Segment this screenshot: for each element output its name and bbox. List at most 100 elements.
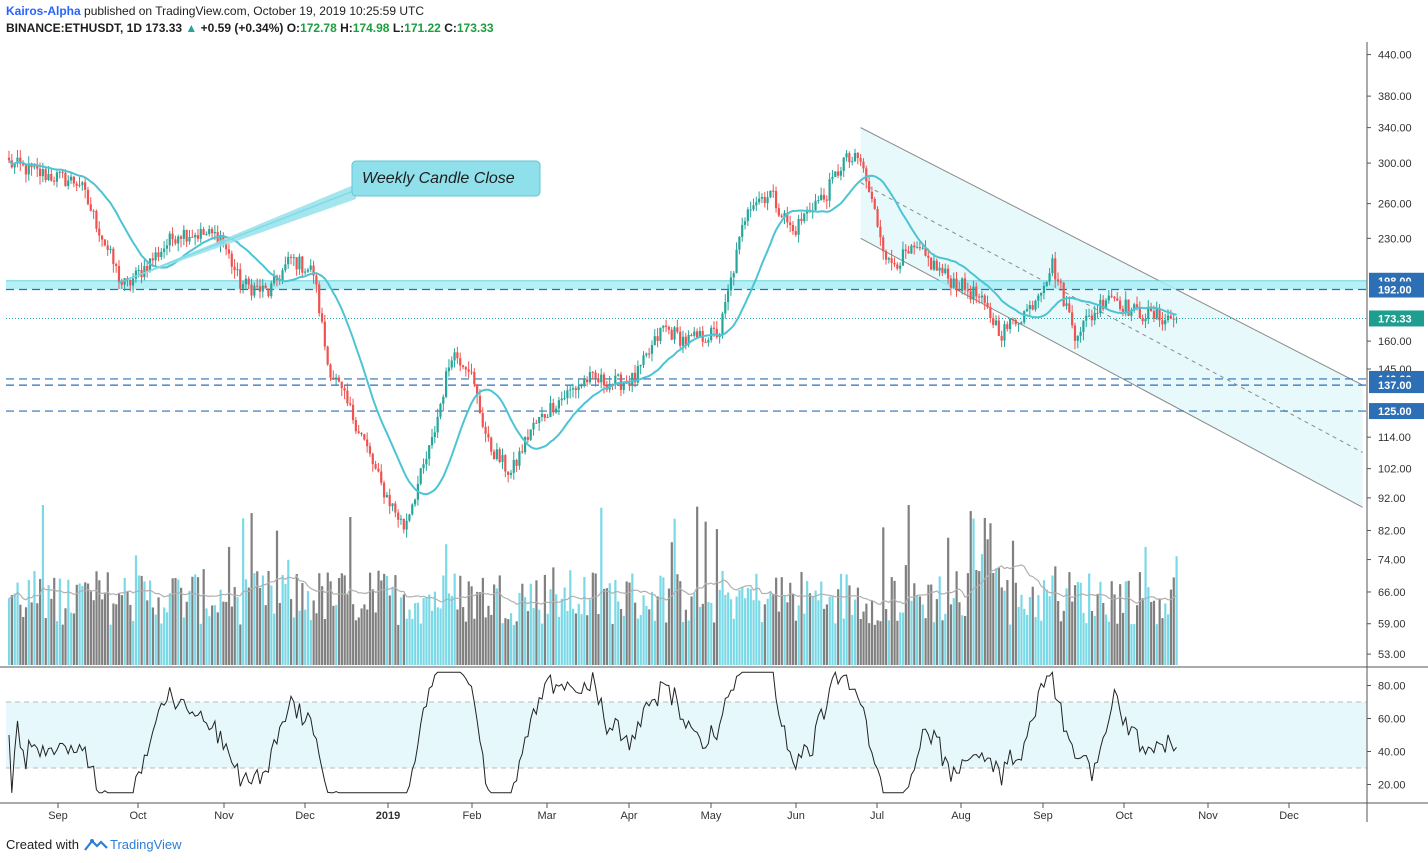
- candle-body: [842, 157, 845, 171]
- candle-body: [179, 236, 183, 239]
- rsi-layer: [8, 670, 1177, 794]
- channel-fill: [860, 127, 1363, 508]
- x-tick-label: Jun: [787, 810, 805, 822]
- publish-info: published on TradingView.com, October 19…: [84, 4, 425, 18]
- candle-body: [554, 408, 558, 413]
- volume-bar: [174, 578, 177, 665]
- volume-bar: [41, 505, 45, 665]
- volume-bar: [456, 609, 459, 665]
- candle-body: [760, 197, 764, 199]
- candle-body: [1062, 282, 1065, 306]
- volume-bar: [464, 621, 468, 665]
- candle-body: [1000, 335, 1003, 341]
- volume-bar: [591, 572, 594, 665]
- volume-bar: [727, 592, 730, 665]
- candle-body: [298, 256, 301, 270]
- candle-body: [287, 256, 290, 265]
- candle-body: [55, 172, 59, 182]
- candle-body: [975, 286, 978, 297]
- candle-body: [196, 235, 200, 239]
- volume-bar: [450, 595, 453, 665]
- volume-bar: [101, 599, 104, 665]
- volume-bar: [746, 587, 750, 665]
- candle-body: [233, 266, 236, 271]
- candle-body: [583, 379, 586, 385]
- candle-body: [115, 263, 118, 266]
- volume-bar: [1133, 624, 1136, 665]
- volume-bar: [597, 614, 600, 665]
- volume-bar: [631, 573, 634, 665]
- y-tick-label: 74.00: [1378, 555, 1406, 567]
- volume-bar: [67, 579, 70, 665]
- candle-body: [22, 163, 25, 165]
- volume-bar: [1051, 575, 1054, 665]
- candle-body: [938, 267, 941, 271]
- candle-body: [684, 336, 687, 345]
- annotation-box[interactable]: [351, 160, 541, 197]
- volume-bar: [580, 614, 583, 665]
- candle-body: [859, 158, 862, 162]
- volume-bar: [168, 593, 171, 665]
- candle-body: [428, 445, 431, 459]
- candle-body: [543, 413, 546, 418]
- volume-bar: [284, 583, 287, 665]
- candle-body: [845, 153, 848, 158]
- low-value: 171.22: [404, 21, 441, 35]
- volume-bar: [1136, 605, 1139, 665]
- rsi-y-tick-label: 20.00: [1378, 780, 1406, 792]
- channel-upper: [860, 127, 1363, 386]
- volume-bar: [808, 593, 812, 665]
- volume-bar: [918, 596, 922, 665]
- volume-bar: [61, 624, 64, 665]
- volume-bar: [1071, 601, 1074, 665]
- channel-layer: [860, 127, 1363, 508]
- volume-bar: [569, 570, 572, 665]
- volume-bar: [529, 583, 532, 665]
- volume-bar: [481, 577, 484, 665]
- candle-body: [284, 264, 287, 271]
- volume-bar: [594, 573, 597, 665]
- volume-bar: [540, 623, 544, 665]
- volume-bar: [10, 595, 14, 665]
- candle-body: [921, 247, 924, 249]
- volume-bar: [667, 588, 671, 665]
- volume-bar: [312, 600, 315, 665]
- candle-body: [907, 251, 910, 254]
- volume-bar: [157, 597, 160, 665]
- candle-body: [690, 334, 693, 336]
- volume-bar: [357, 617, 360, 665]
- volume-bar: [958, 602, 961, 665]
- volume-bar: [72, 613, 76, 665]
- candle-body: [817, 200, 820, 202]
- author-link[interactable]: Kairos-Alpha: [6, 4, 81, 18]
- volume-bar: [208, 616, 211, 665]
- candle-body: [295, 257, 298, 270]
- rsi-line: [8, 670, 1177, 794]
- volume-bar: [270, 585, 273, 665]
- candle-body: [1133, 304, 1136, 311]
- volume-bar: [44, 618, 47, 665]
- volume-bar: [149, 580, 152, 665]
- volume-bar: [1009, 624, 1012, 665]
- candle-body: [450, 360, 453, 368]
- y-tick-label: 440.00: [1378, 50, 1412, 62]
- volume-bar: [639, 615, 642, 665]
- volume-bar: [1020, 594, 1023, 665]
- candle-body: [394, 503, 397, 513]
- volume-bar: [899, 612, 902, 665]
- volume-bar: [978, 571, 981, 665]
- candle-body: [481, 413, 484, 427]
- volume-bar: [340, 573, 343, 665]
- candle-body: [490, 437, 493, 452]
- volume-bar: [780, 577, 783, 665]
- y-tick-label: 160.00: [1378, 336, 1412, 348]
- candle-body: [884, 251, 888, 260]
- candle-body: [681, 336, 685, 346]
- open-value: 172.78: [300, 21, 337, 35]
- x-tick-label: Oct: [129, 810, 146, 822]
- candle-body: [899, 265, 902, 269]
- volume-bar: [862, 611, 865, 665]
- candle-body: [602, 374, 606, 386]
- footer-brand[interactable]: TradingView: [109, 837, 182, 852]
